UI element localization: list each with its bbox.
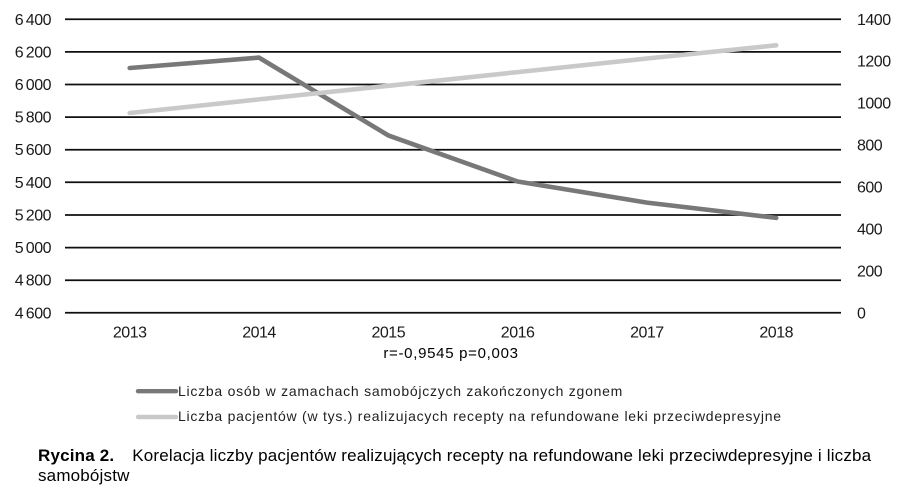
- svg-text:4 600: 4 600: [15, 305, 52, 322]
- svg-text:2013: 2013: [113, 325, 147, 342]
- svg-text:600: 600: [857, 180, 883, 197]
- svg-text:5 200: 5 200: [15, 208, 52, 225]
- svg-text:2018: 2018: [759, 325, 793, 342]
- svg-text:Liczba pacjentów (w tys.) real: Liczba pacjentów (w tys.) realizujacych …: [178, 408, 782, 424]
- svg-text:5 400: 5 400: [15, 175, 52, 192]
- svg-text:2016: 2016: [501, 325, 535, 342]
- svg-text:200: 200: [857, 263, 883, 280]
- svg-text:5 600: 5 600: [15, 142, 52, 159]
- svg-text:800: 800: [857, 138, 883, 155]
- svg-text:5 800: 5 800: [15, 110, 52, 127]
- svg-text:1000: 1000: [857, 96, 891, 113]
- svg-text:6 400: 6 400: [15, 12, 52, 29]
- svg-text:4 800: 4 800: [15, 273, 52, 290]
- svg-text:1200: 1200: [857, 54, 891, 71]
- svg-text:r=-0,9545 p=0,003: r=-0,9545 p=0,003: [383, 345, 518, 362]
- svg-text:2014: 2014: [242, 325, 276, 342]
- svg-text:0: 0: [857, 305, 866, 322]
- svg-text:6 000: 6 000: [15, 77, 52, 94]
- svg-text:2015: 2015: [372, 325, 406, 342]
- svg-text:5 000: 5 000: [15, 240, 52, 257]
- svg-text:400: 400: [857, 222, 883, 239]
- svg-text:Liczba osób w zamachach samobó: Liczba osób w zamachach samobójczych zak…: [178, 383, 623, 399]
- svg-text:6 200: 6 200: [15, 44, 52, 61]
- svg-text:2017: 2017: [630, 325, 664, 342]
- svg-text:1400: 1400: [857, 12, 891, 29]
